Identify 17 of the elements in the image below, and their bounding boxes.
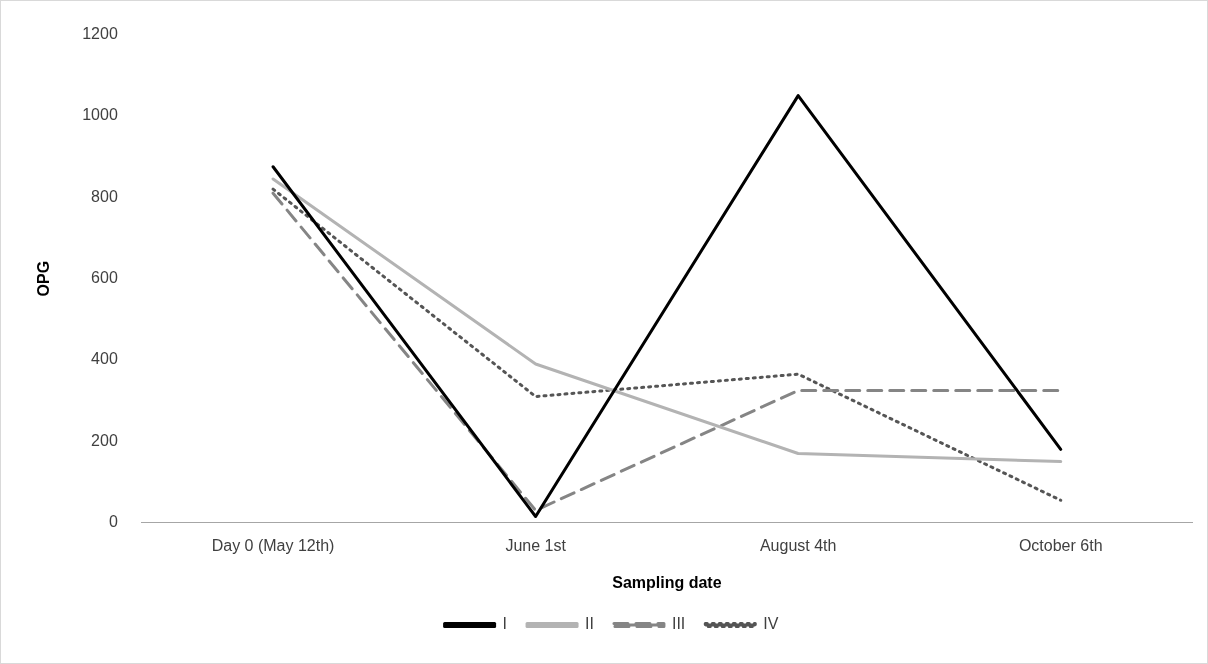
y-tick-label: 0 (108, 513, 118, 531)
legend-label: IV (763, 615, 779, 633)
y-tick-label: 600 (91, 269, 118, 287)
x-tick-label: Day 0 (May 12th) (211, 536, 335, 554)
legend-label: III (671, 615, 686, 633)
legend-label: II (585, 615, 594, 633)
legend-label: I (502, 615, 508, 633)
y-tick-label: 200 (91, 431, 118, 449)
x-tick-label: August 4th (759, 536, 837, 554)
x-axis-title: Sampling date (612, 573, 722, 591)
y-tick-label: 800 (91, 187, 118, 205)
x-tick-label: October 6th (1018, 536, 1103, 554)
y-tick-label: 400 (91, 350, 118, 368)
y-tick-label: 1200 (82, 25, 118, 43)
y-tick-label: 1000 (82, 106, 118, 124)
y-axis-title: OPG (35, 260, 53, 297)
x-tick-label: June 1st (505, 536, 567, 554)
